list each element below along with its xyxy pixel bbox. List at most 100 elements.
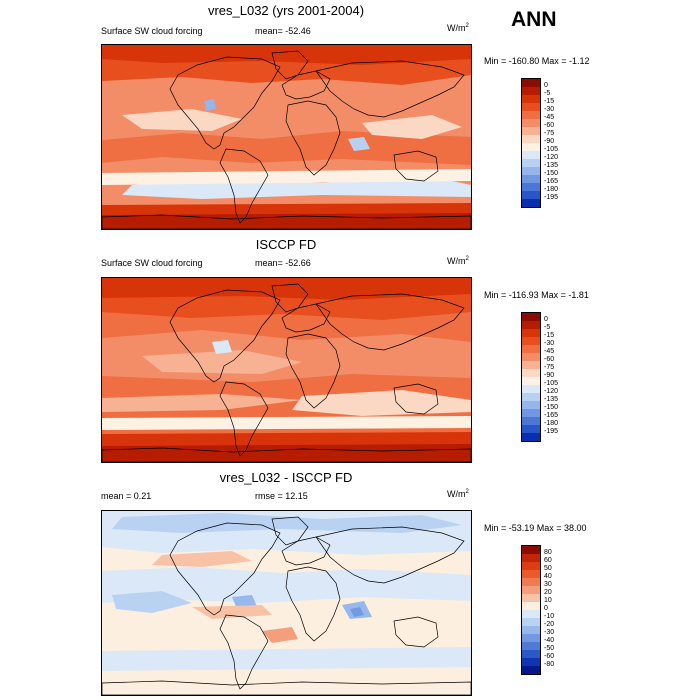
colorbar-swatch	[522, 385, 540, 393]
contour-region	[102, 647, 471, 671]
colorbar-swatch	[522, 578, 540, 586]
colorbar-swatch	[522, 650, 540, 658]
colorbar-tick-label: 40	[544, 573, 552, 580]
panel-2-map	[101, 277, 472, 463]
colorbar-tick-label: -150	[544, 404, 559, 411]
contour-region	[102, 677, 471, 695]
colorbar-swatch	[522, 562, 540, 570]
colorbar-swatch	[522, 417, 540, 425]
colorbar-tick-label: -135	[544, 162, 559, 169]
colorbar-swatch	[522, 79, 540, 87]
colorbar-swatch	[522, 103, 540, 111]
coastline	[169, 289, 281, 383]
colorbar-tick-label: 80	[544, 549, 552, 556]
colorbar-swatch	[522, 175, 540, 183]
coastline	[393, 383, 439, 415]
colorbar-tick-label: 50	[544, 565, 552, 572]
colorbar-swatch	[522, 119, 540, 127]
panel-1-variable-label: Surface SW cloud forcing	[101, 26, 203, 36]
colorbar-tick-label: -45	[544, 114, 555, 121]
panel-2-minmax: Min = -116.93 Max = -1.81	[484, 290, 589, 300]
panel-3-colorbar	[521, 545, 541, 675]
colorbar-tick-label: -80	[544, 661, 555, 668]
colorbar-swatch	[522, 95, 540, 103]
contour-region	[102, 444, 471, 462]
coastline	[285, 566, 341, 642]
colorbar-tick-label: -10	[544, 613, 555, 620]
colorbar-tick-label: -195	[544, 428, 559, 435]
coastline	[281, 303, 331, 333]
colorbar-swatch	[522, 199, 540, 207]
colorbar-tick-label: -105	[544, 146, 559, 153]
colorbar-swatch	[522, 602, 540, 610]
contour-region	[362, 115, 462, 139]
coastline	[219, 148, 269, 224]
colorbar-tick-label: -60	[544, 653, 555, 660]
colorbar-swatch	[522, 369, 540, 377]
colorbar-swatch	[522, 618, 540, 626]
coastline	[285, 100, 341, 176]
colorbar-tick-label: -40	[544, 637, 555, 644]
contour-region	[192, 605, 272, 619]
contour-field	[102, 45, 471, 229]
colorbar-tick-label: -105	[544, 380, 559, 387]
contour-region	[102, 131, 471, 165]
panel-1-units: W/m2	[447, 23, 469, 33]
colorbar-tick-label: -50	[544, 645, 555, 652]
contour-region	[212, 340, 232, 354]
colorbar-tick-label: 20	[544, 589, 552, 596]
contour-region	[122, 109, 242, 131]
panel-3-map	[101, 510, 472, 696]
colorbar-tick-label: -5	[544, 324, 551, 331]
colorbar-swatch	[522, 425, 540, 433]
panel-2-mean-label: mean= -52.66	[255, 258, 311, 268]
colorbar-tick-label: -120	[544, 154, 559, 161]
contour-region	[102, 169, 471, 185]
colorbar-tick-label: -90	[544, 138, 555, 145]
colorbar-swatch	[522, 321, 540, 329]
colorbar-tick-label: -120	[544, 388, 559, 395]
colorbar-swatch	[522, 377, 540, 385]
panel-2-title: ISCCP FD	[255, 237, 317, 252]
contour-region	[142, 350, 302, 374]
colorbar-swatch	[522, 329, 540, 337]
colorbar-swatch	[522, 570, 540, 578]
coastline	[315, 60, 465, 118]
contour-region	[102, 278, 471, 300]
colorbar-swatch	[522, 666, 540, 674]
colorbar-tick-label: -75	[544, 130, 555, 137]
panel-1-title: vres_L032 (yrs 2001-2004)	[207, 3, 365, 18]
colorbar-swatch	[522, 87, 540, 95]
coastline	[219, 614, 269, 690]
season-label: ANN	[511, 8, 557, 31]
contour-region	[292, 390, 471, 416]
panel-1-minmax: Min = -160.80 Max = -1.12	[484, 56, 590, 66]
colorbar-tick-label: 0	[544, 605, 548, 612]
contour-region	[204, 99, 216, 111]
coastline	[315, 293, 465, 351]
colorbar-swatch	[522, 313, 540, 321]
coastline	[393, 150, 439, 182]
colorbar-swatch	[522, 409, 540, 417]
colorbar-swatch	[522, 345, 540, 353]
panel-2-units: W/m2	[447, 256, 469, 266]
colorbar-swatch	[522, 361, 540, 369]
colorbar-tick-label: 60	[544, 557, 552, 564]
colorbar-tick-label: -30	[544, 340, 555, 347]
colorbar-swatch	[522, 554, 540, 562]
colorbar-tick-label: -90	[544, 372, 555, 379]
colorbar-tick-label: -180	[544, 420, 559, 427]
colorbar-tick-label: 0	[544, 82, 548, 89]
colorbar-swatch	[522, 353, 540, 361]
colorbar-swatch	[522, 626, 540, 634]
colorbar-swatch	[522, 143, 540, 151]
colorbar-swatch	[522, 135, 540, 143]
coastline	[169, 522, 281, 616]
coastline	[281, 70, 331, 100]
panel-1-mean-label: mean= -52.46	[255, 26, 311, 36]
colorbar-tick-label: -30	[544, 106, 555, 113]
colorbar-tick-label: -60	[544, 356, 555, 363]
contour-region	[152, 551, 252, 567]
coastline	[102, 680, 471, 695]
coastline	[285, 333, 341, 409]
